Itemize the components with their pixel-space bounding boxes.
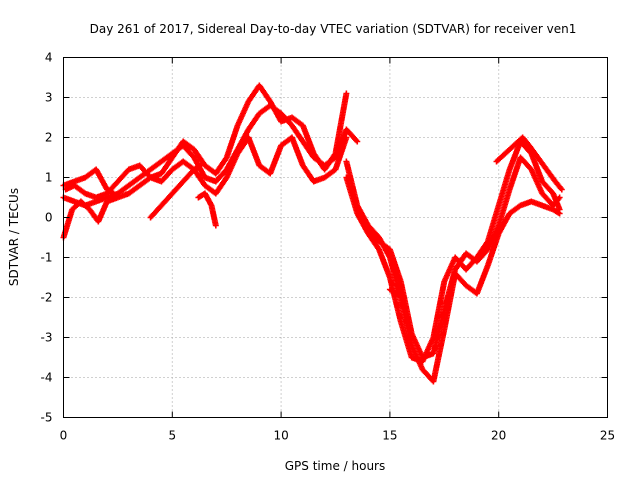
x-tick-label: 0 [60, 429, 68, 443]
data-point [110, 190, 117, 197]
x-tick-label: 10 [273, 429, 288, 443]
series-arc-4 [60, 166, 117, 197]
y-tick-label: 0 [45, 211, 53, 225]
y-tick-label: -2 [41, 291, 53, 305]
y-tick-label: 3 [45, 91, 53, 105]
x-tick-label: 25 [600, 429, 615, 443]
x-tick-label: 20 [491, 429, 506, 443]
chart-title: Day 261 of 2017, Sidereal Day-to-day VTE… [90, 22, 577, 36]
y-tick-label: -5 [41, 411, 53, 425]
data-point [343, 90, 350, 97]
x-tick-label: 5 [168, 429, 176, 443]
data-point [197, 162, 204, 169]
y-tick-label: 2 [45, 131, 53, 145]
grid-lines [63, 57, 608, 418]
x-tick-label: 15 [382, 429, 397, 443]
series-arc-10 [493, 134, 565, 193]
axis-ticks [63, 57, 608, 418]
series-arc-6 [195, 190, 219, 229]
y-tick-label: -4 [41, 371, 53, 385]
series-arc-11 [386, 286, 406, 301]
series-arc-9 [354, 154, 563, 361]
x-axis-label: GPS time / hours [285, 459, 386, 473]
y-tick-label: -3 [41, 331, 53, 345]
y-tick-label: 4 [45, 51, 53, 65]
series-arc-5 [147, 162, 204, 221]
data-point [354, 138, 361, 145]
plot-frame [63, 57, 608, 418]
data-point [558, 186, 565, 193]
data-point [399, 294, 406, 301]
y-axis-label: SDTVAR / TECUs [7, 188, 21, 286]
y-tick-label: -1 [41, 251, 53, 265]
data-point [556, 210, 563, 217]
data-point [556, 194, 563, 201]
data-series [60, 82, 565, 385]
series-arc-3 [60, 134, 350, 241]
data-point [343, 134, 350, 141]
data-point [212, 222, 219, 229]
y-tick-label: 1 [45, 171, 53, 185]
